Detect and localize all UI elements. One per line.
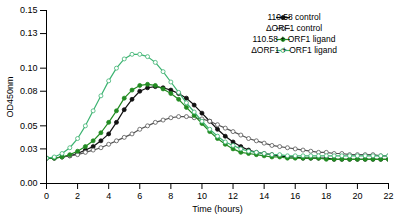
svg-text:0.08: 0.08 — [20, 86, 38, 96]
svg-text:Time (hours): Time (hours) — [192, 204, 243, 214]
svg-text:2: 2 — [75, 191, 80, 201]
svg-text:OD450nm: OD450nm — [5, 76, 15, 117]
svg-text:0.00: 0.00 — [20, 178, 38, 188]
svg-text:ΔORF1 + ORF1 ligand: ΔORF1 + ORF1 ligand — [251, 45, 337, 55]
svg-text:0.03: 0.03 — [20, 144, 38, 154]
svg-text:18: 18 — [321, 191, 331, 201]
svg-text:16: 16 — [290, 191, 300, 201]
svg-text:ΔORF1 control: ΔORF1 control — [266, 23, 322, 33]
svg-text:10: 10 — [197, 191, 207, 201]
svg-text:22: 22 — [383, 191, 393, 201]
svg-text:4: 4 — [106, 191, 111, 201]
svg-text:12: 12 — [228, 191, 238, 201]
svg-text:14: 14 — [259, 191, 269, 201]
svg-text:110.58 control: 110.58 control — [267, 12, 320, 22]
svg-text:0.13: 0.13 — [20, 28, 38, 38]
svg-text:0.05: 0.05 — [20, 121, 38, 131]
svg-text:6: 6 — [137, 191, 142, 201]
svg-text:20: 20 — [352, 191, 362, 201]
svg-text:8: 8 — [168, 191, 173, 201]
svg-text:0.15: 0.15 — [20, 5, 38, 15]
svg-text:0.10: 0.10 — [20, 63, 38, 73]
svg-text:110.58 + ORF1 ligand: 110.58 + ORF1 ligand — [253, 34, 336, 44]
svg-text:0: 0 — [44, 191, 49, 201]
